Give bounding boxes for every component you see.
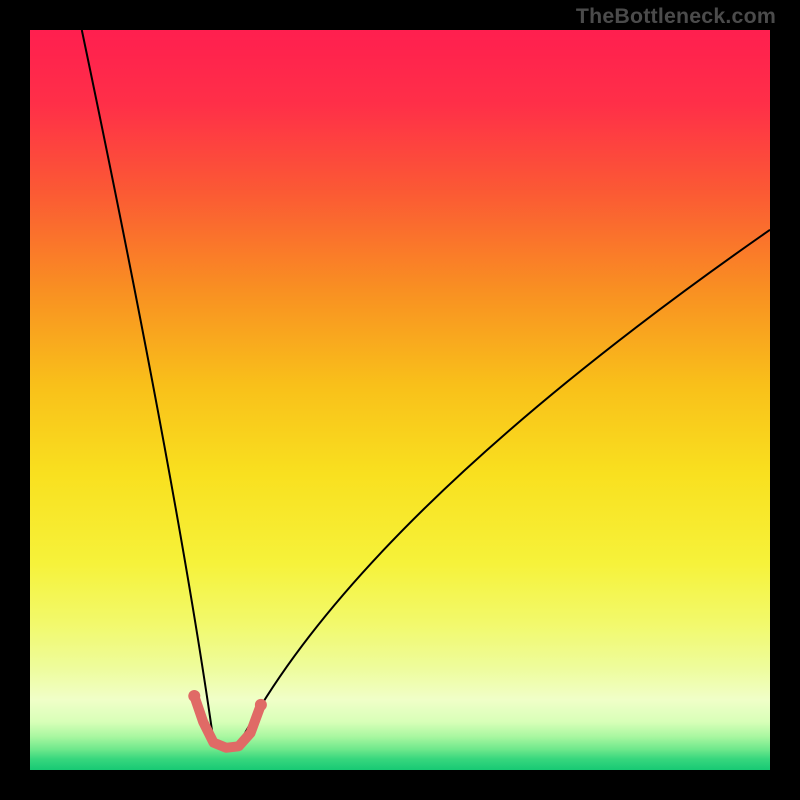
range-end-dot xyxy=(255,699,267,711)
gradient-background xyxy=(30,30,770,770)
watermark-text: TheBottleneck.com xyxy=(576,4,776,29)
range-start-dot xyxy=(188,690,200,702)
plot-area xyxy=(30,30,770,770)
plot-svg xyxy=(30,30,770,770)
